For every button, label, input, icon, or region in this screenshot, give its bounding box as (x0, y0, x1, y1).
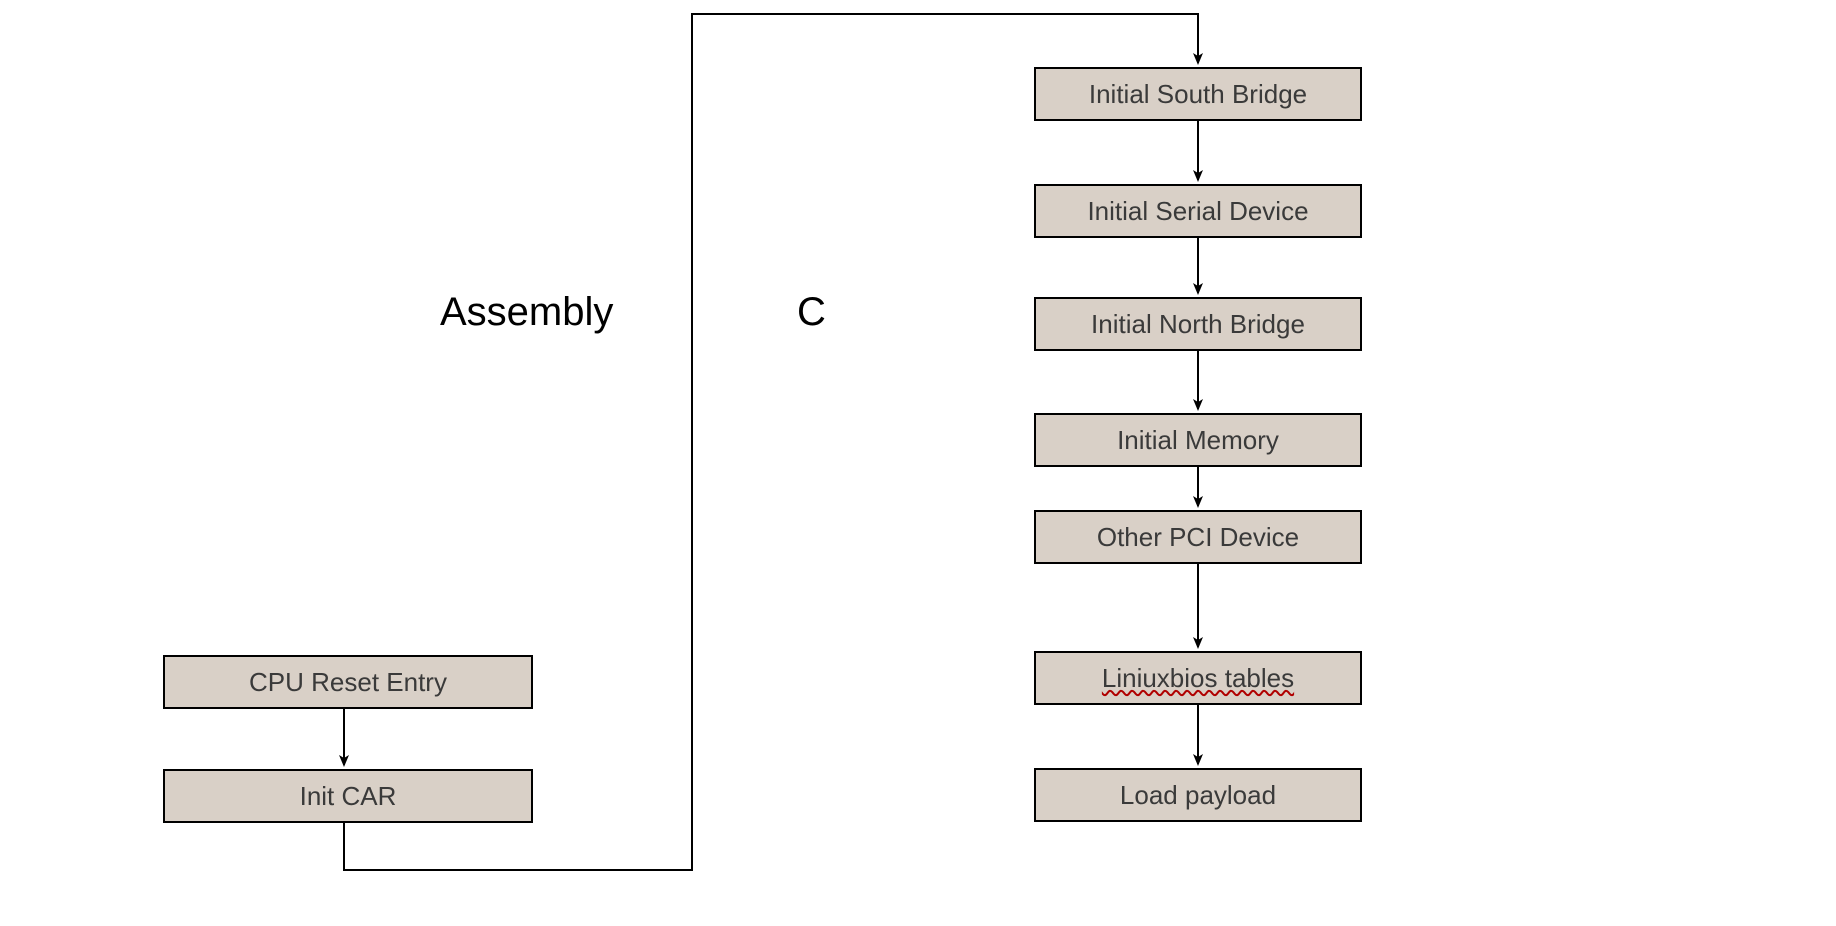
flow-box-label: Liniuxbios tables (1102, 663, 1294, 694)
section-label-c: C (797, 290, 826, 335)
flow-box-label: Initial South Bridge (1089, 79, 1307, 110)
flow-box-label: Initial Memory (1117, 425, 1279, 456)
flow-box-north-bridge: Initial North Bridge (1034, 297, 1362, 351)
flow-box-label: CPU Reset Entry (249, 667, 447, 698)
flow-box-label: Initial North Bridge (1091, 309, 1305, 340)
flow-box-init-car: Init CAR (163, 769, 533, 823)
flow-box-other-pci: Other PCI Device (1034, 510, 1362, 564)
flow-box-serial-dev: Initial Serial Device (1034, 184, 1362, 238)
flow-box-label: Other PCI Device (1097, 522, 1299, 553)
flow-box-init-memory: Initial Memory (1034, 413, 1362, 467)
flow-box-cpu-reset: CPU Reset Entry (163, 655, 533, 709)
flow-box-label: Init CAR (300, 781, 397, 812)
flow-box-linuxbios: Liniuxbios tables (1034, 651, 1362, 705)
section-label-assembly: Assembly (440, 290, 613, 335)
flow-box-label: Initial Serial Device (1087, 196, 1308, 227)
flow-box-label: Load payload (1120, 780, 1276, 811)
flow-box-load-payload: Load payload (1034, 768, 1362, 822)
flow-box-south-bridge: Initial South Bridge (1034, 67, 1362, 121)
